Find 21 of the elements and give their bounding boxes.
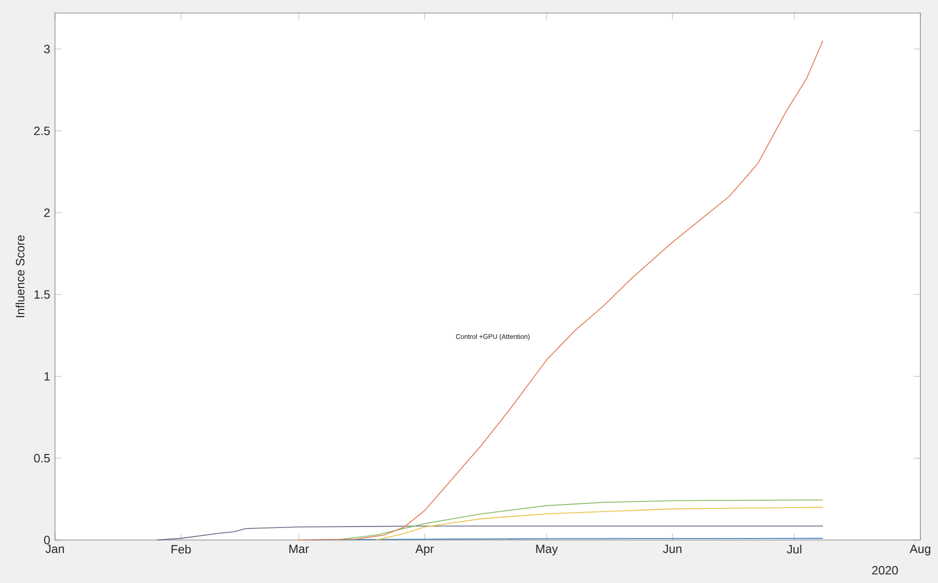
x-tick-label: Jul: [786, 544, 802, 554]
line-series: [334, 499, 824, 540]
x-tick-label: Apr: [415, 544, 434, 556]
x-tick-label: Feb: [172, 544, 191, 554]
line-series: [156, 526, 824, 540]
x-tick-label: Jun: [663, 544, 682, 554]
y-axis-title: Influence Score: [16, 235, 24, 318]
y-tick-label: 0.5: [34, 454, 50, 462]
y-tick-label: 2: [44, 208, 50, 217]
x-tick-label: May: [536, 544, 558, 556]
x-tick-label: Jan: [46, 544, 64, 554]
x-tick-label: Mar: [289, 544, 309, 554]
text: 2020: [872, 566, 898, 575]
y-tick-label: 1: [44, 372, 50, 380]
y-tick-label: 2.5: [34, 126, 50, 136]
y-tick-label: 3: [44, 44, 50, 54]
x-tick-label: Aug: [910, 544, 930, 556]
line-series: [298, 40, 824, 540]
y-tick-label: 1.5: [34, 290, 50, 299]
y-tick-label: 0: [44, 536, 50, 544]
line-series: [375, 506, 824, 540]
